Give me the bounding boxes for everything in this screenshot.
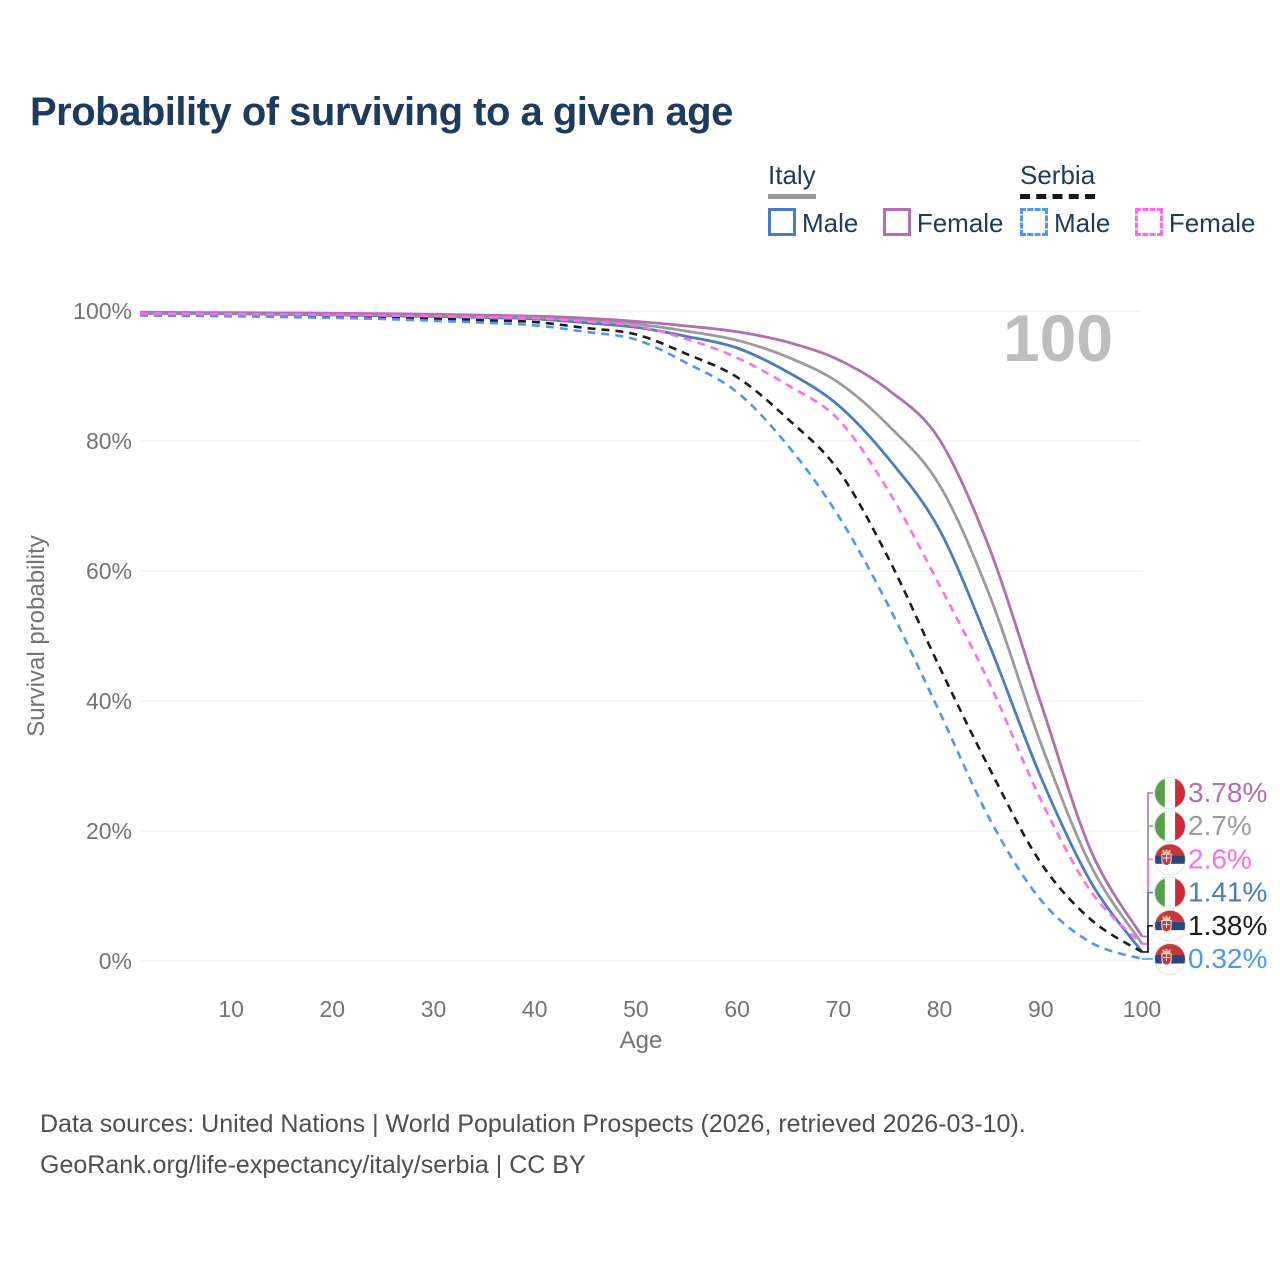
hover-age-watermark: 100 xyxy=(1003,301,1113,375)
serbia-flag-icon xyxy=(1154,843,1186,876)
legend-group-italy-title: Italy xyxy=(768,160,816,199)
x-tick-label: 60 xyxy=(724,996,750,1022)
series-italy-male-line[interactable] xyxy=(139,311,1144,953)
x-tick-label: 30 xyxy=(421,996,447,1022)
end-label-serbia-both: 1.38% xyxy=(1154,909,1267,942)
end-label-value: 2.6% xyxy=(1188,843,1252,874)
legend-item-serbia-female[interactable]: Female xyxy=(1134,208,1256,239)
x-tick-label: 50 xyxy=(623,996,649,1022)
end-label-value: 1.38% xyxy=(1188,910,1267,941)
y-tick-label: 60% xyxy=(86,558,132,584)
y-tick-label: 20% xyxy=(86,818,132,844)
end-label-value: 2.7% xyxy=(1188,810,1252,841)
legend-group-italy: Italy Male Female xyxy=(768,160,1024,239)
end-label-italy-male: 1.41% xyxy=(1154,876,1267,909)
legend-item-serbia-male-label: Male xyxy=(1054,208,1111,238)
legend-group-serbia: Serbia Male Female xyxy=(1020,160,1276,239)
end-label-serbia-male: 0.32% xyxy=(1154,943,1267,975)
legend-item-serbia-male[interactable]: Male xyxy=(1020,208,1110,239)
x-axis-title: Age xyxy=(620,1027,663,1054)
legend-item-italy-female[interactable]: Female xyxy=(882,208,1004,239)
y-axis-title: Survival probability xyxy=(23,535,50,736)
end-label-italy-female: 3.78% xyxy=(1154,777,1267,809)
end-label-value: 0.32% xyxy=(1188,943,1267,974)
x-tick-label: 100 xyxy=(1123,996,1161,1022)
y-tick-label: 40% xyxy=(86,688,132,714)
series-italy-female-line[interactable] xyxy=(139,310,1144,938)
y-tick-label: 100% xyxy=(73,298,132,324)
series-serbia-female-line[interactable] xyxy=(139,312,1143,946)
legend-item-italy-female-label: Female xyxy=(916,208,1004,238)
x-tick-label: 70 xyxy=(826,996,852,1022)
gridlines xyxy=(140,310,1142,962)
y-axis-ticks: 0% 20% 40% 60% 80% 100% xyxy=(73,298,132,974)
legend-item-serbia-female-label: Female xyxy=(1168,208,1256,238)
series-serbia-both-line[interactable] xyxy=(139,313,1143,954)
end-label-value: 3.78% xyxy=(1188,777,1267,808)
italy-flag-icon xyxy=(1154,777,1186,809)
legend-item-italy-male[interactable]: Male xyxy=(768,208,858,239)
serbia-flag-icon xyxy=(1154,909,1186,942)
x-tick-label: 20 xyxy=(320,996,346,1022)
end-label-italy-both: 2.7% xyxy=(1154,810,1252,843)
y-tick-label: 0% xyxy=(99,948,132,974)
series-italy-both-line[interactable] xyxy=(139,311,1144,945)
x-tick-label: 90 xyxy=(1028,996,1054,1022)
legend-group-serbia-title: Serbia xyxy=(1020,160,1096,199)
footer-attribution: GeoRank.org/life-expectancy/italy/serbia… xyxy=(40,1151,586,1179)
x-tick-label: 10 xyxy=(218,996,244,1022)
italy-flag-icon xyxy=(1154,810,1186,843)
italy-flag-icon xyxy=(1154,876,1186,909)
footer: Data sources: United Nations | World Pop… xyxy=(40,1104,1026,1186)
legend-item-italy-male-label: Male xyxy=(802,208,859,238)
legend-swatch-serbia-male-icon xyxy=(1020,208,1048,236)
legend: Italy Male Female Serbia Male Female xyxy=(0,0,1280,250)
end-label-serbia-female: 2.6% xyxy=(1154,843,1252,876)
chart-title: Probability of surviving to a given age xyxy=(30,90,733,134)
legend-swatch-italy-female-icon xyxy=(882,208,911,236)
survival-chart[interactable]: 0% 20% 40% 60% 80% 100% 10 20 30 40 50 60 70 80 90 100 A… xyxy=(0,0,1280,1080)
end-label-value: 1.41% xyxy=(1188,877,1267,908)
x-tick-label: 80 xyxy=(927,996,953,1022)
legend-swatch-italy-male-icon xyxy=(768,208,796,236)
series-serbia-male-line[interactable] xyxy=(139,314,1143,961)
end-label-leader-serbia-both xyxy=(1142,925,1153,953)
serbia-flag-icon xyxy=(1154,943,1186,975)
footer-data-sources: Data sources: United Nations | World Pop… xyxy=(40,1110,1026,1138)
y-tick-label: 80% xyxy=(86,428,132,454)
x-tick-label: 40 xyxy=(522,996,548,1022)
x-axis-ticks: 10 20 30 40 50 60 70 80 90 100 xyxy=(218,996,1161,1022)
legend-swatch-serbia-female-icon xyxy=(1134,208,1163,236)
